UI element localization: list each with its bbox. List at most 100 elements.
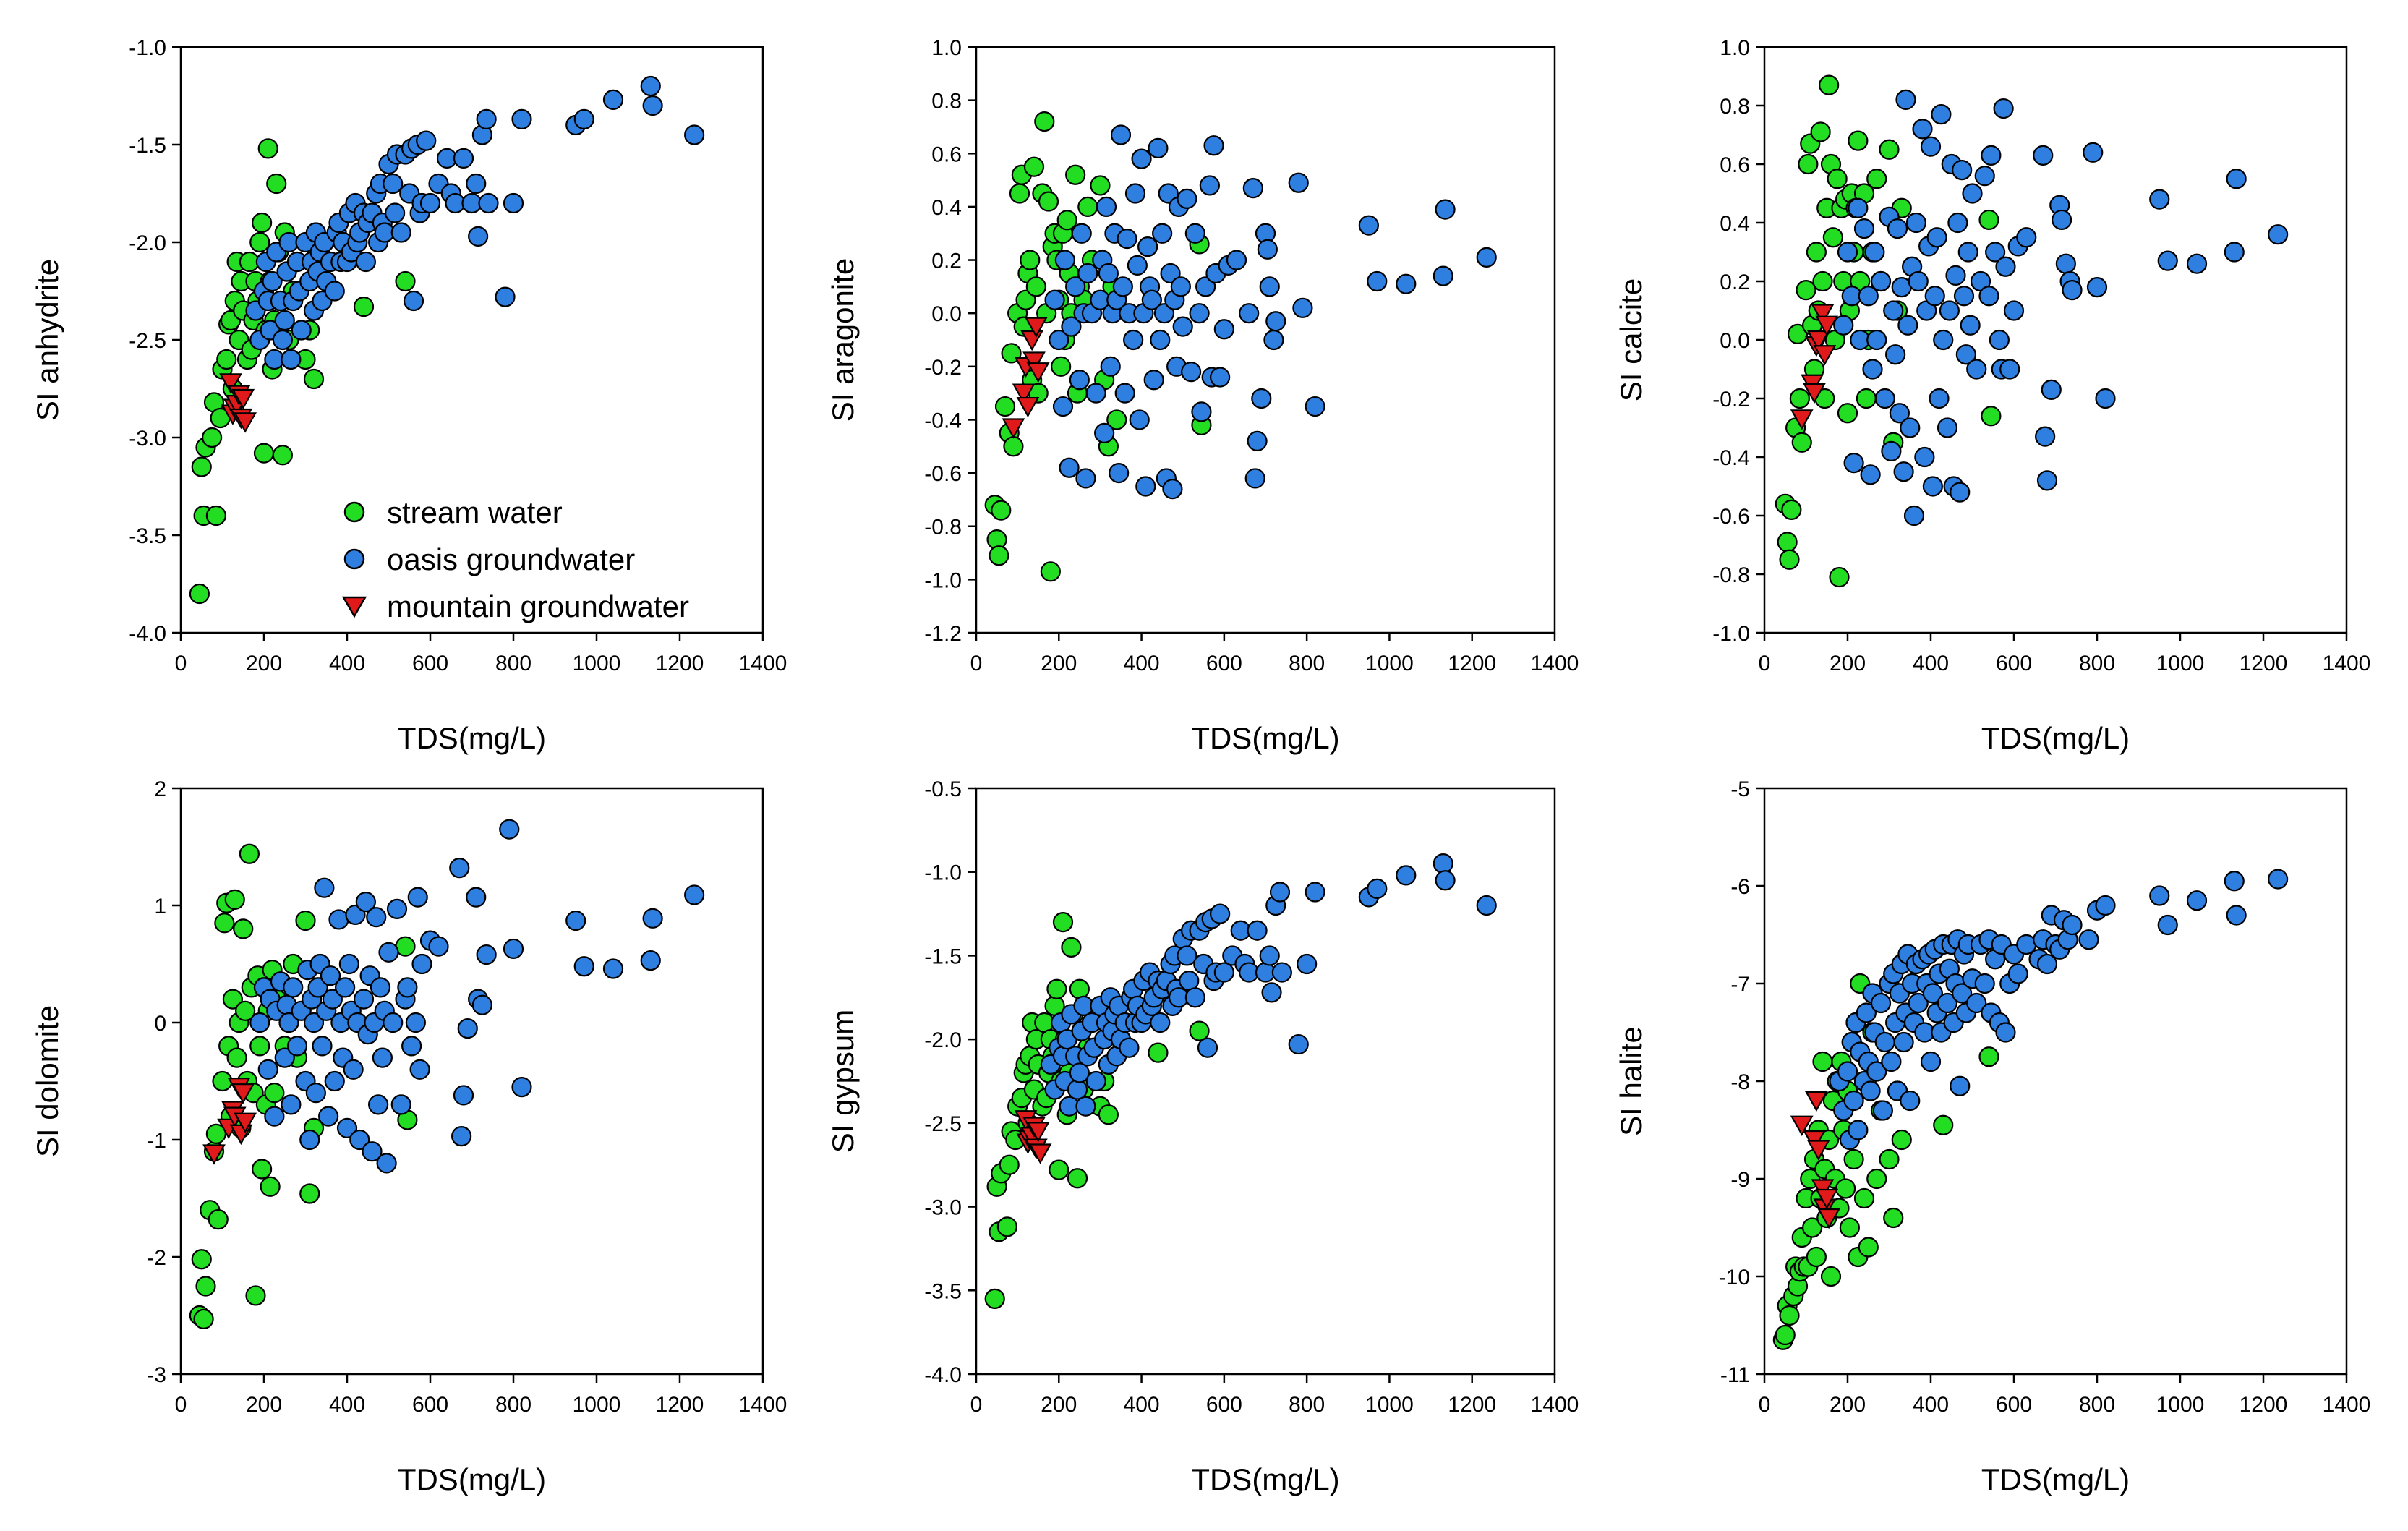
data-point-oasis-groundwater bbox=[355, 251, 376, 273]
data-point-oasis-groundwater bbox=[1059, 457, 1080, 478]
data-point-stream-water bbox=[257, 138, 278, 159]
y-tick-label: -1.5 bbox=[924, 944, 962, 968]
y-axis-title: SI aragonite bbox=[826, 258, 860, 422]
data-point-oasis-groundwater bbox=[1848, 197, 1869, 218]
data-point-oasis-groundwater bbox=[405, 1012, 426, 1033]
data-point-oasis-groundwater bbox=[378, 942, 399, 963]
y-tick-label: -0.6 bbox=[1712, 505, 1750, 529]
data-point-oasis-groundwater bbox=[2149, 189, 2170, 210]
data-point-oasis-groundwater bbox=[403, 290, 424, 312]
data-point-mountain-groundwater bbox=[1002, 418, 1025, 439]
data-point-oasis-groundwater bbox=[343, 1059, 364, 1080]
data-point-oasis-groundwater bbox=[2226, 169, 2247, 189]
data-point-oasis-groundwater bbox=[1162, 479, 1183, 500]
data-point-mountain-groundwater bbox=[1026, 1122, 1050, 1143]
y-tick-label: -0.8 bbox=[924, 516, 962, 540]
data-point-stream-water bbox=[1049, 1159, 1069, 1180]
data-point-oasis-groundwater bbox=[1184, 987, 1205, 1008]
x-tick-label: 1000 bbox=[573, 652, 621, 675]
legend-entry-oasis-groundwater: oasis groundwater bbox=[343, 542, 635, 576]
y-tick-label: -4.0 bbox=[924, 1363, 962, 1387]
series-mountain-groundwater bbox=[1790, 304, 1839, 430]
data-point-oasis-groundwater bbox=[281, 349, 302, 370]
x-tick-label: 1000 bbox=[1365, 652, 1414, 675]
x-tick-label: 0 bbox=[1759, 1393, 1771, 1417]
data-point-oasis-groundwater bbox=[1881, 440, 1902, 462]
data-point-oasis-groundwater bbox=[274, 1047, 295, 1068]
data-point-oasis-groundwater bbox=[1920, 1051, 1942, 1072]
y-tick-label: 0.6 bbox=[1720, 153, 1750, 177]
data-point-stream-water bbox=[1779, 1305, 1800, 1326]
data-point-oasis-groundwater bbox=[1069, 1062, 1090, 1083]
x-tick-label: 600 bbox=[412, 652, 448, 675]
data-point-oasis-groundwater bbox=[1978, 286, 1999, 307]
data-point-oasis-groundwater bbox=[1153, 303, 1175, 324]
x-tick-label: 1200 bbox=[656, 652, 704, 675]
data-point-mountain-groundwater bbox=[219, 373, 242, 394]
data-point-stream-water bbox=[1067, 1168, 1088, 1189]
data-point-stream-water bbox=[1978, 1046, 1999, 1067]
data-point-oasis-groundwater bbox=[1199, 175, 1220, 196]
series-stream-water bbox=[984, 111, 1212, 582]
data-point-stream-water bbox=[1978, 209, 1999, 231]
data-point-oasis-groundwater bbox=[1922, 476, 1943, 497]
y-tick-label: -2.0 bbox=[924, 1028, 962, 1052]
x-tick-label: 400 bbox=[329, 652, 365, 675]
data-point-oasis-groundwater bbox=[2157, 250, 2178, 271]
data-point-oasis-groundwater bbox=[264, 1106, 285, 1127]
data-point-oasis-groundwater bbox=[1960, 315, 1981, 336]
y-tick-label: 0.2 bbox=[1720, 270, 1750, 294]
data-point-oasis-groundwater bbox=[573, 956, 594, 977]
data-point-oasis-groundwater bbox=[1049, 329, 1069, 351]
x-tick-label: 600 bbox=[1996, 652, 2032, 675]
data-point-oasis-groundwater bbox=[283, 977, 304, 998]
y-tick-label: -0.8 bbox=[1712, 563, 1750, 587]
data-point-oasis-groundwater bbox=[353, 989, 375, 1010]
data-point-stream-water bbox=[1837, 403, 1858, 424]
x-tick-label: 400 bbox=[1124, 1393, 1160, 1417]
y-tick-label: 0.6 bbox=[931, 142, 962, 166]
data-point-oasis-groundwater bbox=[1887, 218, 1908, 239]
data-point-oasis-groundwater bbox=[573, 108, 594, 129]
data-point-stream-water bbox=[299, 1183, 320, 1204]
legend-entry-mountain-groundwater: mountain groundwater bbox=[341, 589, 689, 623]
y-tick-label: -1.2 bbox=[924, 622, 962, 646]
data-point-stream-water bbox=[1781, 499, 1802, 521]
data-point-stream-water bbox=[1810, 121, 1831, 142]
data-point-oasis-groundwater bbox=[322, 989, 343, 1010]
data-point-mountain-groundwater bbox=[231, 1083, 255, 1104]
data-point-stream-water bbox=[272, 445, 293, 466]
x-tick-label: 600 bbox=[1206, 652, 1242, 675]
data-point-oasis-groundwater bbox=[1955, 344, 1976, 365]
data-point-oasis-groundwater bbox=[640, 75, 661, 97]
y-axis-title: SI anhydrite bbox=[30, 259, 64, 421]
data-point-oasis-groundwater bbox=[2062, 280, 2083, 301]
y-tick-label: 0.0 bbox=[1720, 329, 1750, 353]
data-point-oasis-groundwater bbox=[1143, 370, 1164, 391]
x-tick-label: 1400 bbox=[2323, 1393, 2371, 1417]
data-point-oasis-groundwater bbox=[2095, 388, 2116, 409]
data-point-stream-water bbox=[202, 427, 223, 448]
data-point-oasis-groundwater bbox=[1085, 1070, 1106, 1092]
data-point-oasis-groundwater bbox=[1119, 1037, 1140, 1058]
data-point-oasis-groundwater bbox=[1837, 242, 1858, 263]
data-point-oasis-groundwater bbox=[1883, 300, 1904, 321]
x-tick-label: 200 bbox=[1041, 652, 1077, 675]
y-tick-label: -2.0 bbox=[129, 231, 166, 255]
data-point-oasis-groundwater bbox=[1957, 242, 1978, 263]
x-tick-label: 600 bbox=[412, 1393, 448, 1417]
data-point-oasis-groundwater bbox=[362, 1141, 383, 1162]
data-point-oasis-groundwater bbox=[281, 1094, 302, 1115]
data-point-oasis-groundwater bbox=[1244, 468, 1265, 489]
data-point-mountain-groundwater bbox=[234, 1112, 257, 1133]
y-axis-title: SI halite bbox=[1614, 1026, 1648, 1136]
data-point-stream-water bbox=[224, 889, 245, 911]
x-tick-label: 1000 bbox=[1365, 1393, 1414, 1417]
data-point-oasis-groundwater bbox=[1123, 329, 1144, 351]
data-point-stream-water bbox=[1046, 978, 1067, 999]
data-point-oasis-groundwater bbox=[2007, 963, 2028, 984]
y-tick-label: 1 bbox=[154, 895, 166, 918]
data-point-oasis-groundwater bbox=[1297, 953, 1318, 975]
data-point-oasis-groundwater bbox=[1160, 263, 1181, 284]
data-point-oasis-groundwater bbox=[1866, 1061, 1887, 1082]
